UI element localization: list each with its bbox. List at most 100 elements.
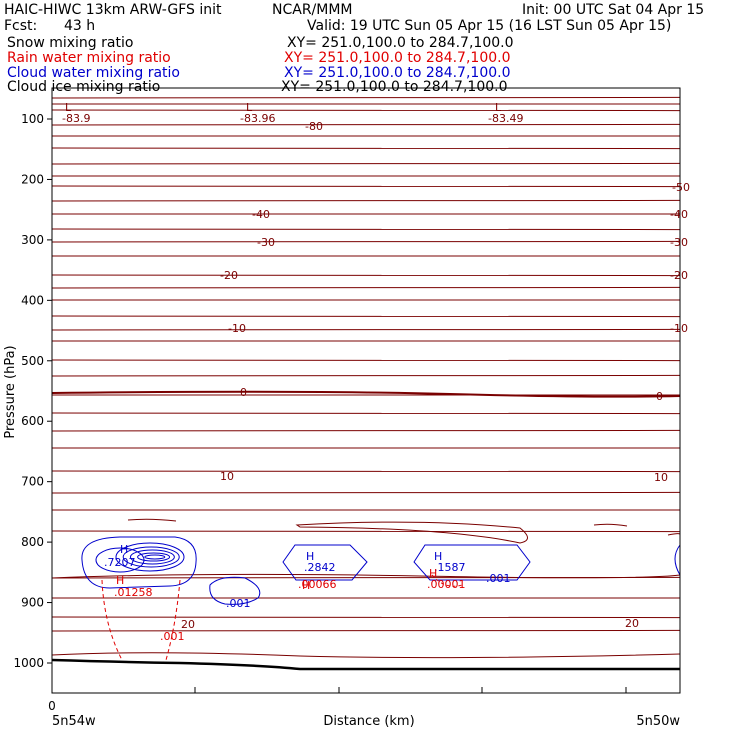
isotherm-line	[51, 429, 681, 432]
cloud-water-label: .001	[486, 572, 511, 585]
fcst-value: 43 h	[64, 18, 96, 34]
isotherm-label: 0	[240, 386, 247, 399]
isotherm-line	[51, 652, 681, 659]
isotherm-label: -40	[670, 208, 688, 221]
x-end-label-right: 5n50w	[636, 714, 680, 729]
valid-time: Valid: 19 UTC Sun 05 Apr 15 (16 LST Sun …	[307, 18, 672, 34]
isotherm-line	[51, 162, 681, 165]
y-tick-label: 1000	[13, 656, 44, 670]
extremum-value: .2842	[304, 561, 336, 574]
field-cloudwater-xy: XY= 251.0,100.0 to 284.7,100.0	[284, 65, 511, 81]
isotherm-label: -83.49	[488, 112, 523, 125]
extremum-letter: L	[495, 101, 502, 114]
cloud-water-contour	[81, 536, 197, 589]
isotherm-line	[51, 616, 681, 619]
isotherm-label: 20	[625, 617, 639, 630]
isotherm-line	[51, 315, 681, 318]
isotherm-bump	[667, 533, 681, 536]
extremum-letter: L	[246, 101, 253, 114]
isotherm-bump	[295, 521, 528, 544]
isotherm-label: -30	[670, 236, 688, 249]
isotherm-zero-line	[51, 390, 681, 398]
y-tick-label: 100	[21, 112, 44, 126]
x-tick-label-0: 0	[48, 699, 56, 713]
isotherm-line	[51, 286, 681, 289]
y-tick-label: 600	[21, 414, 44, 428]
y-axis-label: Pressure (hPa)	[3, 345, 18, 438]
cloud-water-contour	[282, 544, 368, 581]
rain-water-contour	[101, 579, 123, 661]
isotherm-label: -80	[305, 120, 323, 133]
isotherm-line	[51, 228, 681, 231]
cloud-water-contour	[144, 554, 166, 560]
isotherm-line	[51, 109, 681, 112]
field-snow-xy: XY= 251.0,100.0 to 284.7,100.0	[287, 35, 514, 51]
x-axis-ticks	[51, 687, 627, 693]
field-cloudwater-name: Cloud water mixing ratio	[7, 65, 180, 81]
isotherm-line	[51, 328, 681, 331]
isotherm-label: 0	[656, 390, 663, 403]
extremum-letter: L	[65, 101, 72, 114]
rain-water-contour	[431, 574, 463, 587]
isotherm-label: 10	[654, 471, 668, 484]
isotherm-bump	[127, 518, 177, 522]
y-tick-label: 300	[21, 233, 44, 247]
cloud-water-contour	[95, 547, 145, 573]
isotherm-label: -10	[228, 322, 246, 335]
x-axis-label: Distance (km)	[323, 714, 414, 729]
init-time: Init: 00 UTC Sat 04 Apr 15	[522, 2, 705, 18]
temperature-contours	[51, 96, 681, 659]
y-tick-label: 400	[21, 293, 44, 307]
y-tick-label: 900	[21, 596, 44, 610]
extremum-letter: H	[116, 574, 124, 587]
field-rain-xy: XY= 251.0,100.0 to 284.7,100.0	[284, 50, 511, 66]
extremum-value: .00001	[427, 578, 466, 591]
isotherm-label: 10	[220, 470, 234, 483]
extremum-letter: H	[434, 550, 442, 563]
isotherm-line	[51, 573, 681, 579]
extremum-letter: H	[429, 567, 437, 580]
isotherm-label: -30	[257, 236, 275, 249]
isotherm-line	[51, 185, 681, 188]
isotherm-line	[51, 240, 681, 243]
isotherm-line	[51, 374, 681, 377]
isotherm-line	[51, 199, 681, 202]
cloud-water-contour	[129, 549, 175, 565]
extremum-letter: H	[302, 579, 310, 592]
extremum-value: .00066	[298, 578, 337, 591]
cloud-water-contour	[115, 542, 185, 572]
extremum-letter: H	[120, 543, 128, 556]
rain-water-contour	[165, 579, 181, 661]
isotherm-line	[51, 629, 681, 632]
isotherm-line	[51, 147, 681, 150]
plot-border	[51, 87, 681, 694]
isotherm-label: -83.96	[240, 112, 275, 125]
isotherm-line	[51, 530, 681, 533]
y-tick-label: 700	[21, 475, 44, 489]
fcst-label: Fcst:	[4, 18, 38, 34]
isotherm-bump	[593, 523, 628, 527]
cloud-water-contour	[122, 546, 180, 568]
extremum-value: .01258	[114, 586, 153, 599]
contour-labels: -83.9 -83.96 -80 -83.49 -50 -40 -40 -30 -30 -20 -2…	[62, 101, 690, 643]
plot-frame	[51, 87, 681, 694]
cloud-water-contour	[413, 544, 531, 581]
y-tick-label: 800	[21, 535, 44, 549]
field-cloudice-name: Cloud ice mixing ratio	[7, 79, 161, 95]
terrain-line	[51, 658, 680, 671]
y-tick-label: 500	[21, 354, 44, 368]
x-end-label-left: 5n54w	[52, 714, 96, 729]
isotherm-line	[51, 491, 681, 494]
extremum-value: .1587	[434, 561, 466, 574]
isotherm-label: -20	[220, 269, 238, 282]
isotherm-label: -40	[252, 208, 270, 221]
field-snow-name: Snow mixing ratio	[7, 35, 134, 51]
isotherm-line	[51, 412, 681, 415]
cloud-water-contour	[137, 552, 171, 562]
isotherm-line	[51, 274, 681, 277]
org-label: NCAR/MMM	[272, 2, 353, 18]
isotherm-line	[51, 359, 681, 362]
isotherm-line	[51, 470, 681, 473]
y-axis-ticks: 100 200 300 400 500 600 700 800 900 1000	[13, 112, 52, 670]
